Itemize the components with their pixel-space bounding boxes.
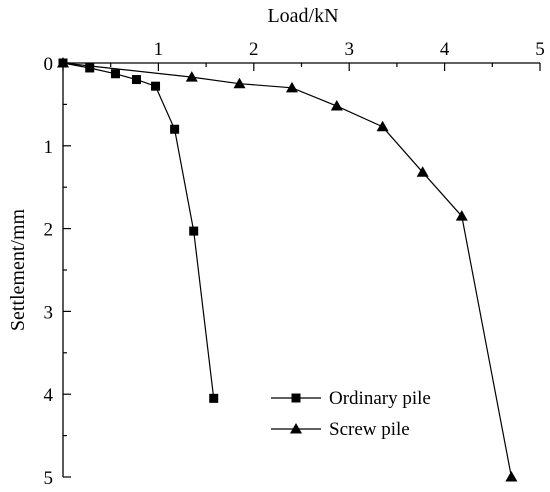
y-tick-label: 4	[44, 385, 54, 406]
data-point	[455, 210, 468, 221]
data-point	[170, 124, 180, 134]
y-tick-label: 2	[44, 220, 54, 241]
y-tick-label: 5	[44, 468, 54, 489]
y-tick-label: 1	[44, 137, 54, 158]
legend-marker	[290, 423, 302, 434]
legend-label: Ordinary pile	[329, 388, 431, 409]
series-line	[62, 62, 512, 478]
data-point	[185, 71, 198, 82]
x-tick-label: 2	[249, 39, 259, 60]
axes: 1 2 3 4 5 0 1 2 3 4 5	[44, 39, 545, 489]
x-tick-label: 3	[344, 39, 354, 60]
data-point	[189, 226, 199, 236]
y-tick-label: 0	[44, 54, 54, 75]
legend-label: Screw pile	[329, 419, 410, 440]
legend: Ordinary pile Screw pile	[271, 388, 431, 440]
legend-item: Screw pile	[271, 419, 410, 440]
data-point	[151, 81, 161, 91]
data-point	[505, 471, 518, 482]
data-point	[376, 120, 389, 132]
data-point	[285, 81, 298, 93]
series-triangle	[57, 57, 518, 482]
series-layer	[57, 57, 518, 482]
y-tick-label: 3	[44, 302, 54, 323]
data-point	[416, 166, 429, 177]
x-tick-label: 1	[154, 39, 164, 60]
data-point	[209, 393, 219, 403]
series-square	[58, 58, 219, 403]
x-tick-label: 4	[440, 39, 450, 60]
y-axis-label: Settlement/mm	[7, 208, 29, 331]
data-point	[233, 77, 246, 89]
data-point	[85, 63, 95, 73]
legend-item: Ordinary pile	[271, 388, 431, 409]
data-point	[110, 69, 120, 79]
data-point	[131, 75, 141, 85]
data-point	[330, 100, 343, 111]
legend-marker	[291, 393, 301, 403]
x-tick-label: 5	[535, 39, 545, 60]
data-point	[57, 57, 69, 68]
x-axis-label: Load/kN	[267, 5, 338, 27]
